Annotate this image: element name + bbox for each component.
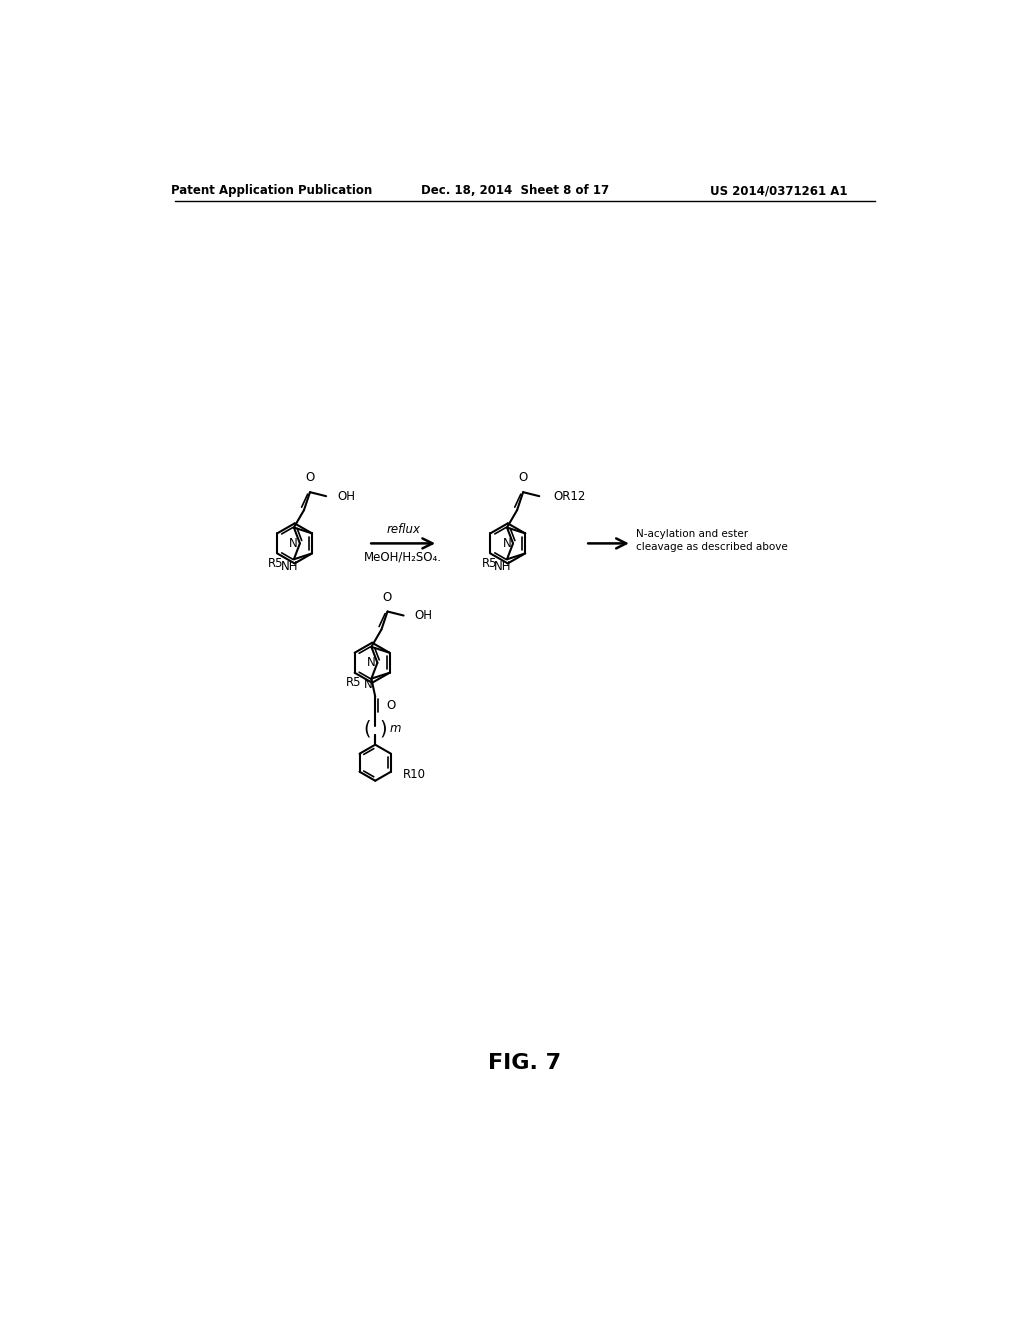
Text: OR12: OR12	[553, 490, 586, 503]
Text: Patent Application Publication: Patent Application Publication	[171, 185, 372, 197]
Text: OH: OH	[337, 490, 355, 503]
Text: Dec. 18, 2014  Sheet 8 of 17: Dec. 18, 2014 Sheet 8 of 17	[422, 185, 609, 197]
Text: N: N	[290, 537, 298, 550]
Text: N: N	[503, 537, 511, 550]
Text: US 2014/0371261 A1: US 2014/0371261 A1	[711, 185, 848, 197]
Text: O: O	[383, 591, 392, 603]
Text: N: N	[365, 677, 373, 690]
Text: N: N	[367, 656, 376, 669]
Text: m: m	[389, 722, 400, 735]
Text: OH: OH	[415, 609, 432, 622]
Text: NH: NH	[282, 560, 299, 573]
Text: NH: NH	[495, 560, 512, 573]
Text: R5: R5	[481, 557, 497, 570]
Text: reflux: reflux	[386, 523, 420, 536]
Text: (: (	[364, 719, 372, 738]
Text: R5: R5	[346, 676, 361, 689]
Text: O: O	[305, 471, 314, 484]
Text: R10: R10	[403, 768, 426, 781]
Text: O: O	[386, 698, 395, 711]
Text: O: O	[518, 471, 527, 484]
Text: FIG. 7: FIG. 7	[488, 1053, 561, 1073]
Text: cleavage as described above: cleavage as described above	[636, 543, 787, 552]
Text: MeOH/H₂SO₄.: MeOH/H₂SO₄.	[365, 550, 442, 564]
Text: R5: R5	[268, 557, 284, 570]
Text: ): )	[379, 719, 387, 738]
Text: N-acylation and ester: N-acylation and ester	[636, 529, 748, 539]
